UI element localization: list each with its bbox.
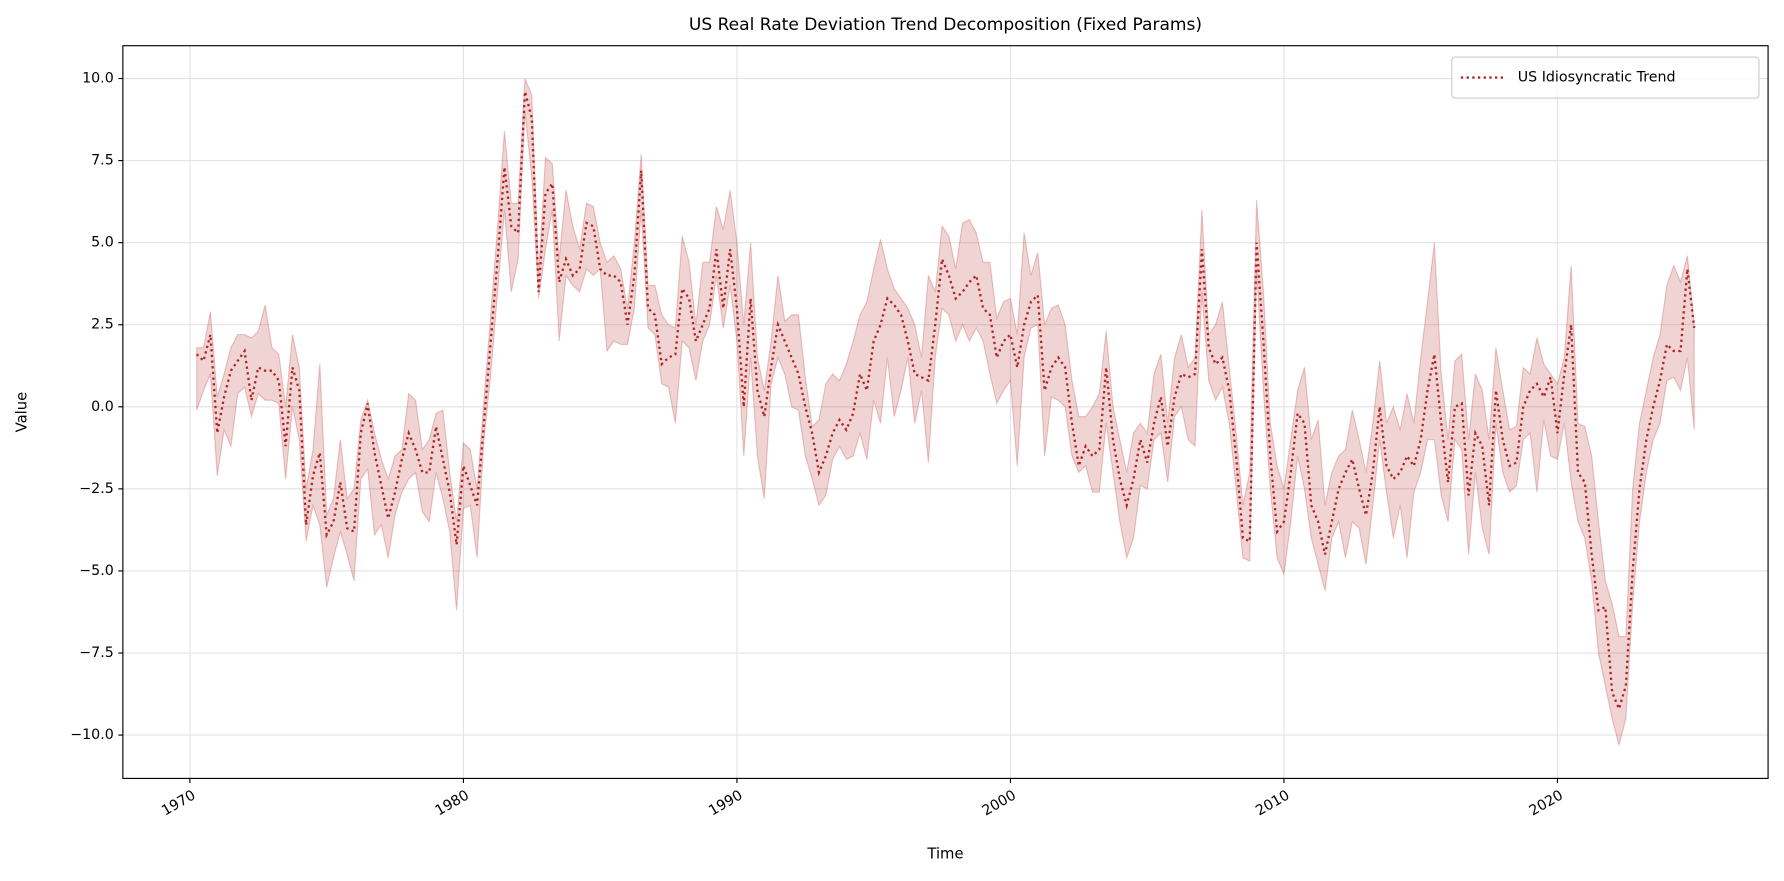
chart-title: US Real Rate Deviation Trend Decompositi…: [689, 15, 1202, 35]
y-tick-label: 7.5: [91, 153, 114, 169]
y-tick-label: −2.5: [79, 481, 114, 497]
plot-frame: [122, 45, 1769, 779]
y-tick-label: −5.0: [79, 563, 114, 579]
legend-label: US Idiosyncratic Trend: [1518, 70, 1676, 86]
x-axis-label: Time: [926, 846, 963, 863]
legend: US Idiosyncratic Trend: [1451, 56, 1760, 99]
legend-box: [1451, 56, 1760, 99]
grid: [122, 45, 1769, 779]
y-tick-label: 2.5: [91, 317, 114, 333]
trend-line: [195, 91, 1696, 713]
y-tick-label: −10.0: [70, 727, 114, 743]
y-tick-label: 10.0: [82, 71, 114, 87]
confidence-band: [196, 78, 1695, 748]
y-axis-label: Value: [14, 392, 31, 433]
y-tick-label: 5.0: [91, 235, 114, 251]
plot-area: [195, 78, 1696, 748]
y-tick-label: 0.0: [91, 399, 114, 415]
y-tick-label: −7.5: [79, 645, 114, 661]
